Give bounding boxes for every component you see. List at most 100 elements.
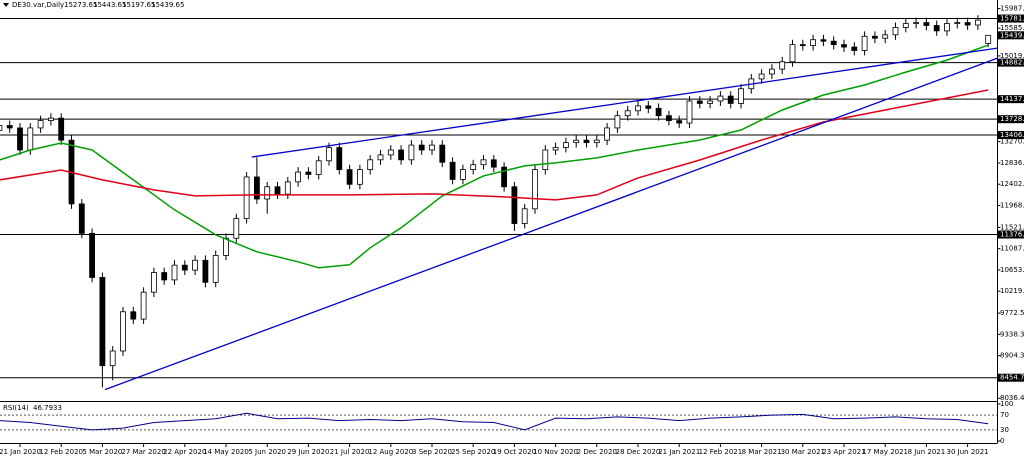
candle-body (233, 218, 240, 239)
y-tick-label: 11087.25 (1000, 245, 1024, 253)
candle-body (27, 127, 34, 151)
candle-body (779, 61, 786, 70)
rsi-tick-label: 100 (1000, 400, 1013, 408)
candle-body (707, 100, 713, 104)
header-low: 15197.65 (122, 1, 155, 9)
candle-body (223, 237, 229, 256)
candle-body (109, 350, 116, 367)
candle-body (315, 160, 322, 175)
candle-body (295, 171, 302, 183)
y-tick-label: 10219.35 (1000, 287, 1024, 295)
candle-body (975, 19, 981, 26)
level-label: 8454.70 (1000, 374, 1024, 382)
level-label-box (998, 230, 1024, 239)
y-tick-label: 11968.30 (1000, 201, 1024, 209)
candle-body (89, 232, 95, 278)
y-tick-label: 15019.10 (1000, 52, 1024, 60)
x-tick-label: 5 Mar 2020 (82, 448, 122, 456)
candle-body (336, 147, 343, 171)
x-tick-label: 14 May 2020 (203, 448, 249, 456)
candle-body (0, 125, 3, 131)
y-tick-label: 10653.30 (1000, 266, 1024, 274)
candle-body (758, 73, 765, 80)
candle-body (923, 22, 930, 26)
level-label-box (998, 14, 1024, 23)
candle-body (933, 25, 940, 32)
x-tick-label: 21 Jan 2020 (0, 448, 41, 456)
candle-body (367, 159, 374, 171)
moving-average (0, 89, 989, 201)
candle-body (418, 144, 425, 151)
candle-body (161, 272, 168, 281)
current-price-label: 15439.65 (1000, 31, 1024, 39)
x-tick-label: 3 Sep 2020 (412, 448, 452, 456)
candle-body (892, 27, 899, 36)
candle-body (954, 22, 961, 24)
candle-body (738, 88, 744, 104)
x-tick-label: 30 Jun 2021 (947, 448, 989, 456)
candle-body (284, 181, 291, 195)
y-tick-label: 8036.45 (1000, 394, 1024, 402)
level-label: 13406.70 (1000, 131, 1024, 139)
candle-body (305, 171, 312, 175)
candle-body (78, 203, 85, 234)
x-tick-label: 25 Sep 2020 (451, 448, 495, 456)
candle-body (202, 259, 209, 283)
candle-body (480, 159, 487, 166)
trendline (104, 57, 998, 391)
candle-body (810, 39, 816, 46)
x-tick-label: 8 Jun 2021 (908, 448, 946, 456)
rsi-value: 46.7933 (33, 404, 62, 412)
candle-body (58, 117, 65, 141)
candle-body (532, 169, 538, 210)
y-tick-label: 15585.15 (1000, 24, 1024, 32)
x-tick-label: 30 Mar 2021 (781, 448, 825, 456)
candle-body (470, 164, 477, 171)
y-tick-label: 8904.35 (1000, 352, 1024, 360)
candle-body (542, 149, 549, 171)
candle-body (459, 169, 466, 180)
level-label-box (998, 130, 1024, 139)
x-tick-label: 27 Mar 2020 (121, 448, 165, 456)
candle-body (120, 311, 126, 352)
candle-body (439, 144, 446, 163)
rsi-tick-label: 70 (1000, 411, 1009, 419)
x-tick-label: 12 Feb 2021 (699, 448, 743, 456)
candle-body (624, 110, 631, 117)
candle-body (789, 44, 796, 63)
rsi-tick-label: 30 (1000, 426, 1009, 434)
candle-body (253, 176, 260, 200)
rsi-line (0, 412, 989, 431)
y-tick-label: 12402.25 (1000, 180, 1024, 188)
y-tick-label: 9338.30 (1000, 330, 1024, 338)
candle-body (6, 125, 13, 129)
candle-body (583, 139, 590, 144)
candle-body (830, 40, 837, 46)
candle-body (398, 149, 405, 161)
rsi-name: RSI(14) (3, 404, 29, 412)
x-tick-label: 2 Dec 2020 (577, 448, 617, 456)
candle-body (913, 22, 919, 24)
symbol-menu-icon[interactable] (3, 3, 9, 7)
candle-body (356, 169, 363, 185)
x-tick-label: 12 Feb 2020 (39, 448, 83, 456)
candle-body (944, 23, 950, 32)
candle-body (727, 95, 734, 104)
candle-body (769, 68, 775, 75)
price-label-box (998, 31, 1024, 40)
y-tick-label: 9772.50 (1000, 309, 1024, 317)
x-tick-label: 23 Apr 2021 (822, 448, 865, 456)
level-label-box (998, 115, 1024, 124)
candle-body (490, 159, 497, 168)
candle-body (346, 169, 353, 185)
candle-body (37, 120, 44, 129)
candle-body (851, 46, 858, 51)
candle-body (799, 44, 806, 47)
y-tick-label: 15987.65 (1000, 4, 1024, 12)
rsi-tick-label: 0 (1000, 437, 1004, 445)
candle-body (614, 115, 621, 129)
candle-body (604, 127, 610, 141)
candle-body (635, 105, 641, 112)
candle-body (171, 264, 178, 281)
